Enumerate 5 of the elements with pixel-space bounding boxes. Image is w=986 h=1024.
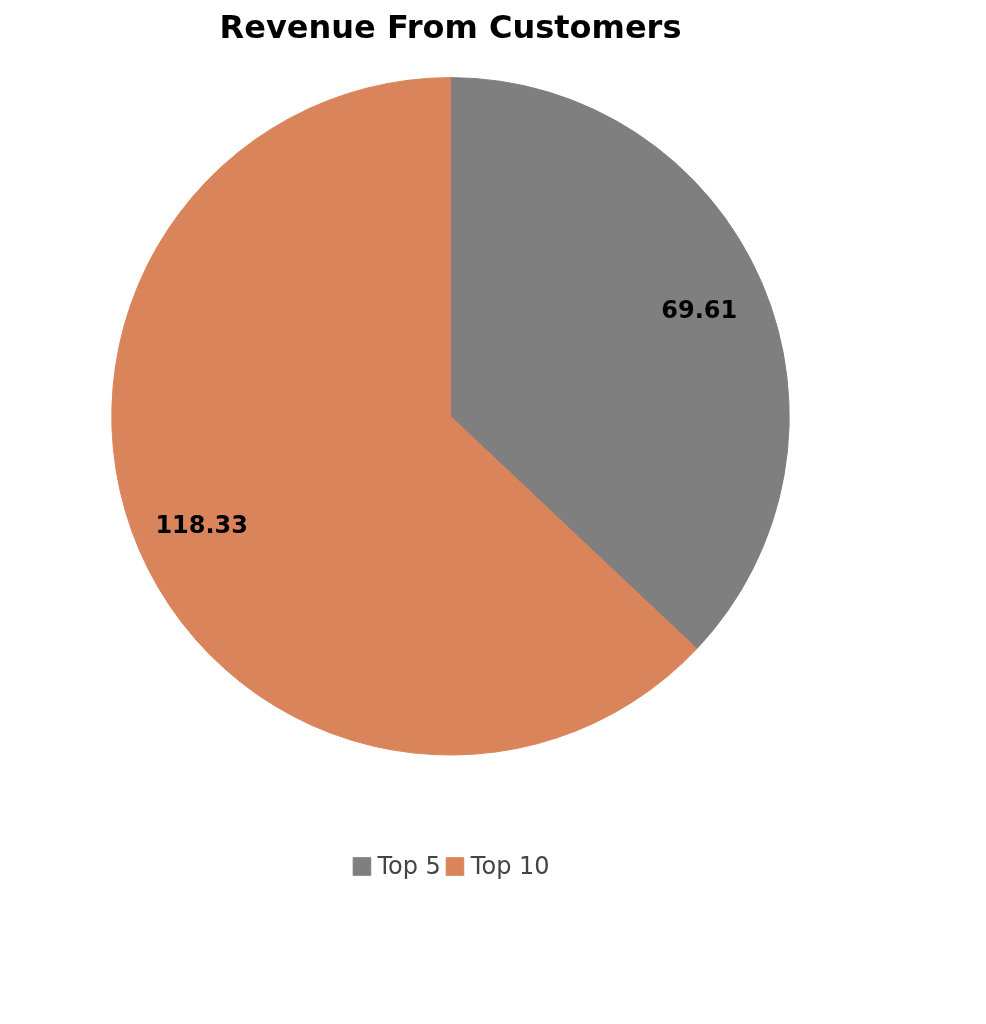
- data-label: 69.61: [661, 295, 738, 324]
- legend-label: Top 10: [470, 852, 550, 880]
- data-label: 118.33: [155, 510, 249, 539]
- legend-label: Top 5: [377, 852, 441, 880]
- chart-title: Revenue From Customers: [219, 7, 682, 46]
